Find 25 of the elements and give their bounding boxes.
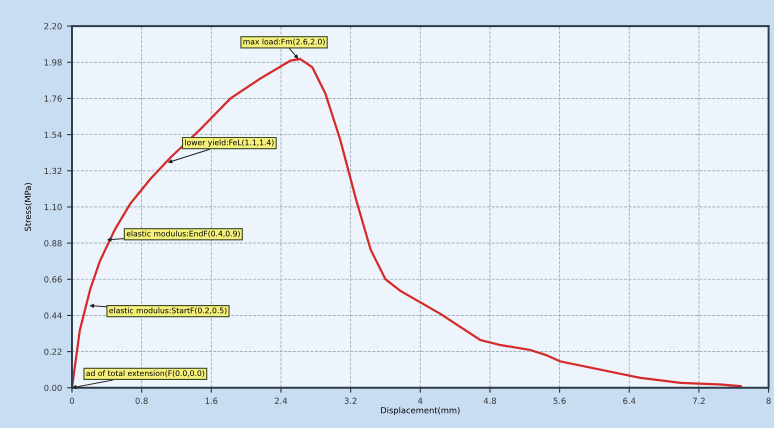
y-tick-label: 1.98 bbox=[44, 59, 62, 66]
y-tick-label: 0.00 bbox=[44, 384, 62, 392]
y-tick-label: 0.66 bbox=[44, 276, 62, 283]
x-tick-label: 8 bbox=[766, 398, 771, 404]
x-tick-label: 4 bbox=[418, 398, 422, 404]
y-tick-label: 0.22 bbox=[44, 348, 62, 355]
y-tick-label: 1.32 bbox=[44, 168, 62, 174]
y-tick-label: 1.54 bbox=[44, 132, 62, 138]
y-tick-label: 0.44 bbox=[44, 312, 62, 319]
x-tick-label: 2.4 bbox=[274, 398, 288, 404]
line-series bbox=[72, 58, 742, 389]
y-tick-label: 0.88 bbox=[44, 240, 62, 246]
y-tick-label: 1.10 bbox=[44, 204, 62, 210]
x-tick-label: 3.2 bbox=[344, 398, 356, 404]
y-tick-label: 1.76 bbox=[44, 95, 62, 102]
x-tick-label: 4.8 bbox=[484, 398, 496, 404]
x-tick-label: 6.4 bbox=[623, 398, 636, 404]
x-tick-label: 5.6 bbox=[554, 398, 566, 404]
x-tick-label: 0.8 bbox=[136, 398, 148, 404]
y-axis-title: Stress(MPa) bbox=[24, 183, 32, 231]
x-tick-label: 0 bbox=[70, 398, 74, 404]
x-axis-title: Displacement(mm) bbox=[381, 406, 460, 416]
x-tick-label: 7.2 bbox=[692, 398, 705, 404]
x-tick-label: 1.6 bbox=[206, 398, 218, 404]
y-tick-label: 2.20 bbox=[44, 23, 62, 30]
